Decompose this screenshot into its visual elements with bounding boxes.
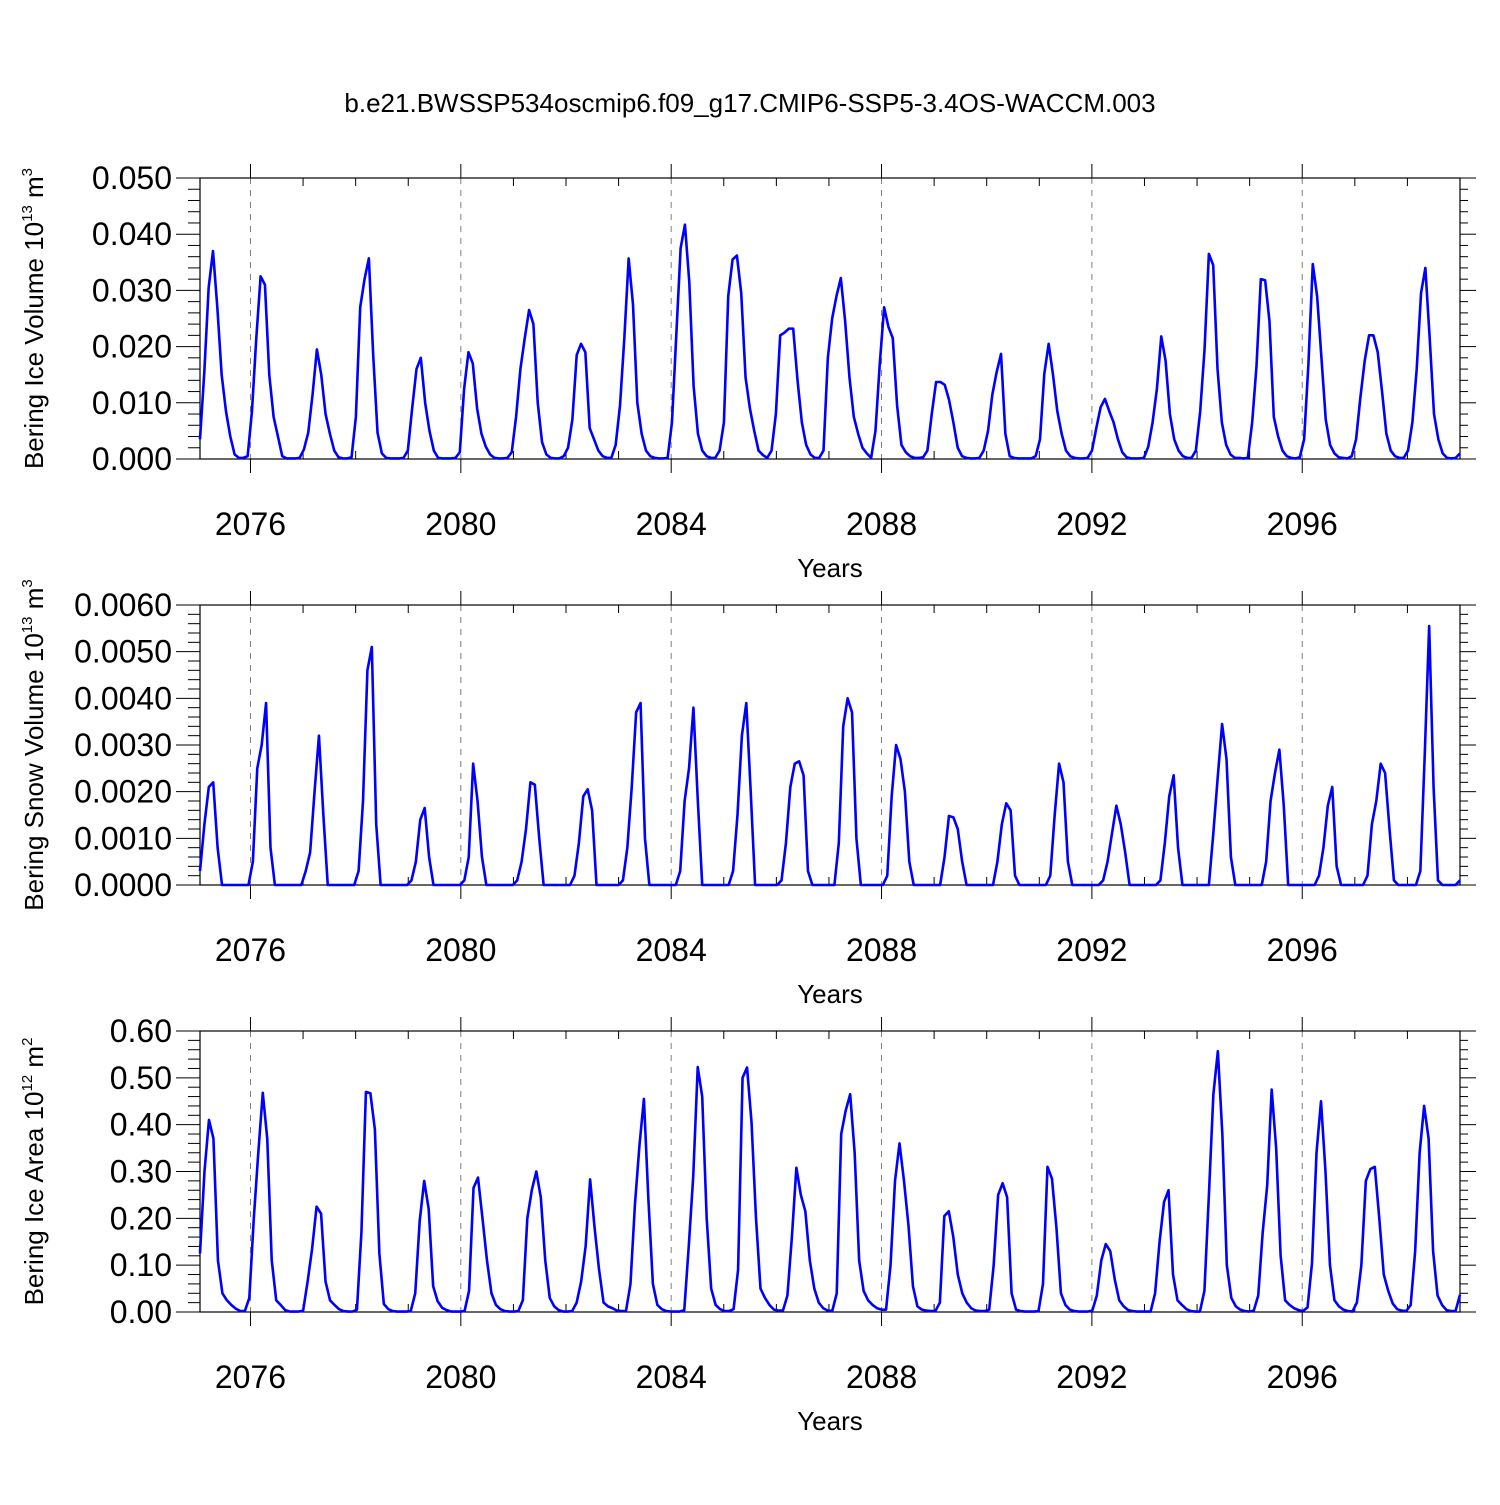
x-tick-label: 2080: [425, 932, 496, 968]
y-tick-label: 0.20: [110, 1200, 172, 1236]
y-tick-label: 0.50: [110, 1060, 172, 1096]
y-tick-label: 0.0010: [74, 820, 172, 856]
y-tick-label: 0.000: [92, 441, 172, 477]
y-tick-label: 0.60: [110, 1013, 172, 1049]
x-axis-label: Years: [797, 979, 863, 1009]
x-tick-label: 2076: [215, 506, 286, 542]
panel-ice-area: 0.00 0.10 0.20 0.30 0.40 0.50 0.60 2076 2080 2084…: [19, 1013, 1476, 1436]
x-tick-label: 2088: [846, 506, 917, 542]
y-tick-label: 0.10: [110, 1247, 172, 1283]
y-tick-label: 0.030: [92, 272, 172, 308]
x-tick-label: 2092: [1056, 932, 1127, 968]
series-line-ice-volume: [198, 223, 1461, 460]
y-tick-label: 0.040: [92, 216, 172, 252]
y-axis-label: Bering Ice Volume 1013 m3: [19, 168, 49, 469]
x-tick-label: 2080: [425, 1359, 496, 1395]
plot-frame: [199, 177, 1461, 460]
x-tick-label: 2096: [1267, 506, 1338, 542]
y-axis-label: Bering Ice Area 1012 m2: [19, 1038, 49, 1306]
panel-ice-volume: 0.000 0.010 0.020 0.030 0.040 0.050 2076 2080 20…: [19, 160, 1476, 583]
y-tick-label: 0.0060: [74, 587, 172, 623]
x-tick-label: 2084: [636, 506, 707, 542]
y-tick-label: 0.0020: [74, 774, 172, 810]
x-tick-label: 2084: [636, 1359, 707, 1395]
x-tick-label: 2096: [1267, 932, 1338, 968]
x-tick-label: 2080: [425, 506, 496, 542]
plot-frame: [199, 1030, 1461, 1313]
series-line-snow-volume: [198, 624, 1461, 887]
x-tick-label: 2076: [215, 1359, 286, 1395]
x-axis-label: Years: [797, 1406, 863, 1436]
x-tick-label: 2084: [636, 932, 707, 968]
x-tick-label: 2092: [1056, 1359, 1127, 1395]
y-tick-label: 0.050: [92, 160, 172, 196]
x-tick-label: 2088: [846, 1359, 917, 1395]
y-axis-label: Bering Snow Volume 1013 m3: [19, 579, 49, 910]
y-tick-label: 0.0050: [74, 634, 172, 670]
x-tick-label: 2092: [1056, 506, 1127, 542]
y-tick-label: 0.00: [110, 1294, 172, 1330]
chart-title: b.e21.BWSSP534oscmip6.f09_g17.CMIP6-SSP5…: [344, 88, 1155, 118]
y-tick-label: 0.020: [92, 329, 172, 365]
y-tick-label: 0.0030: [74, 727, 172, 763]
x-tick-label: 2088: [846, 932, 917, 968]
panel-snow-volume: 0.0000 0.0010 0.0020 0.0030 0.0040 0.0050 0.00…: [19, 579, 1476, 1009]
plot-frame: [199, 604, 1461, 886]
series-line-ice-area: [198, 1049, 1462, 1313]
y-tick-label: 0.30: [110, 1154, 172, 1190]
x-axis-label: Years: [797, 553, 863, 583]
y-tick-label: 0.010: [92, 385, 172, 421]
y-tick-label: 0.0040: [74, 680, 172, 716]
y-tick-label: 0.0000: [74, 867, 172, 903]
x-tick-label: 2076: [215, 932, 286, 968]
y-tick-label: 0.40: [110, 1107, 172, 1143]
x-tick-label: 2096: [1267, 1359, 1338, 1395]
